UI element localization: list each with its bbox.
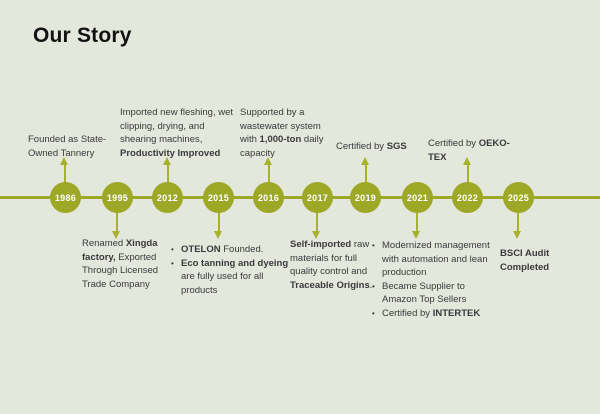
down-arrow-icon (312, 231, 320, 239)
timeline-line (0, 196, 600, 199)
arrow-stem (316, 212, 318, 232)
down-arrow-icon (112, 231, 120, 239)
milestone-1986-label: Founded as State-Owned Tannery (28, 134, 107, 159)
arrow-stem (416, 212, 418, 232)
list-item: • Certified by INTERTEK (372, 307, 481, 319)
milestone-2021-label: • Modernized management with automation … (372, 239, 498, 320)
down-arrow-icon (214, 231, 222, 239)
arrow-stem (268, 165, 270, 184)
year-circle-2017: 2017 (302, 182, 333, 213)
up-arrow-icon (60, 157, 68, 165)
bullet-icon: • (372, 241, 375, 250)
arrow-stem (365, 165, 367, 184)
milestone-2012-label: Imported new fleshing, wet clipping, dry… (120, 107, 234, 159)
year-circle-1995: 1995 (102, 182, 133, 213)
year-circle-1986: 1986 (50, 182, 81, 213)
arrow-stem (64, 165, 66, 184)
up-arrow-icon (361, 157, 369, 165)
milestone-2025-label: BSCI Audit Completed (500, 248, 550, 273)
year-circle-2022: 2022 (452, 182, 483, 213)
milestone-2015-label: • OTELON Founded. • Eco tanning and dyei… (171, 243, 295, 297)
list-item: • Eco tanning and dyeing are fully used … (171, 257, 289, 296)
milestone-2019-label: Certified by SGS (336, 140, 407, 152)
down-arrow-icon (513, 231, 521, 239)
milestone-2022-label: Certified by OEKO-TEX (428, 138, 510, 163)
year-circle-2015: 2015 (203, 182, 234, 213)
year-circle-2025: 2025 (503, 182, 534, 213)
bullet-icon: • (171, 258, 174, 268)
arrow-stem (517, 212, 519, 232)
up-arrow-icon (463, 157, 471, 165)
year-circle-2019: 2019 (350, 182, 381, 213)
milestone-1995-label: Renamed Xingda factory, Exported Through… (82, 238, 159, 290)
arrow-stem (167, 165, 169, 184)
list-item: • Became Supplier to Amazon Top Sellers (372, 280, 467, 306)
arrow-stem (467, 165, 469, 184)
year-circle-2021: 2021 (402, 182, 433, 213)
bullet-icon: • (171, 245, 174, 254)
year-circle-2012: 2012 (152, 182, 183, 213)
arrow-stem (218, 212, 220, 232)
list-item: • OTELON Founded. (171, 244, 264, 255)
year-circle-2016: 2016 (253, 182, 284, 213)
bullet-icon: • (372, 308, 375, 318)
page-title: Our Story (33, 24, 132, 47)
milestone-2016-label: Supported by a wastewater system with 1,… (240, 107, 324, 159)
milestone-2017-label: Self-imported raw materials for full qua… (290, 239, 373, 291)
bullet-icon: • (372, 281, 375, 291)
list-item: • Modernized management with automation … (372, 240, 490, 278)
up-arrow-icon (264, 157, 272, 165)
arrow-stem (116, 212, 118, 232)
down-arrow-icon (412, 231, 420, 239)
up-arrow-icon (163, 157, 171, 165)
